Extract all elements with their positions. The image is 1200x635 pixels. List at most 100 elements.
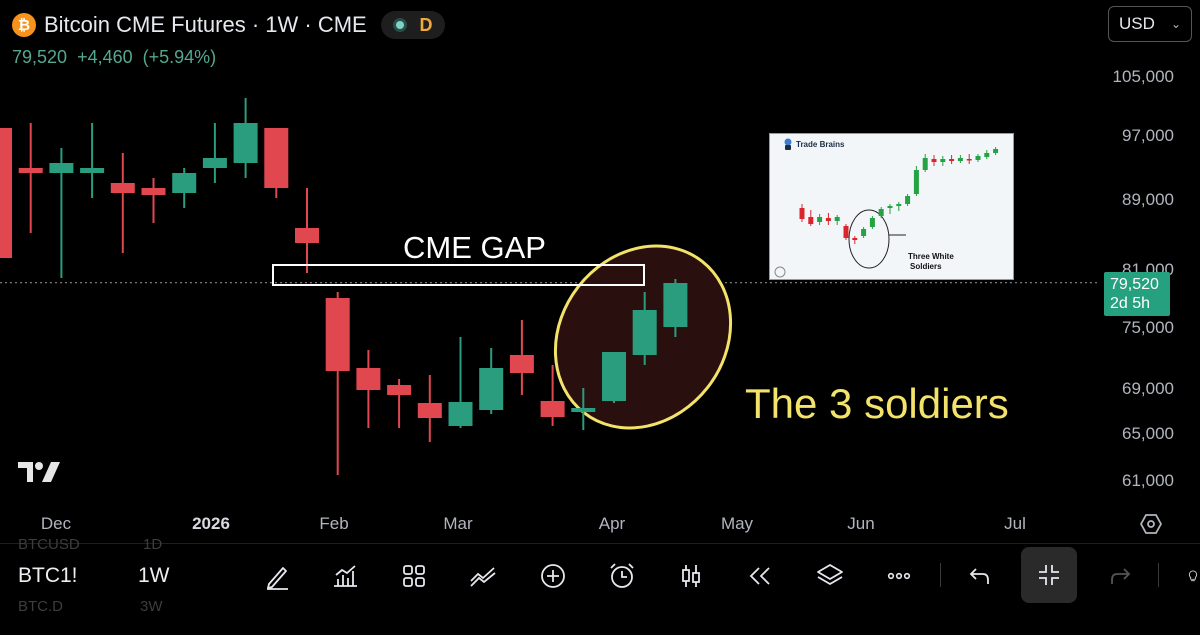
candle-body bbox=[80, 168, 105, 173]
layers-icon bbox=[817, 564, 843, 585]
data-delay-badge: D bbox=[419, 14, 433, 35]
price-tick: 89,000 bbox=[1122, 190, 1174, 209]
cme-gap-box bbox=[272, 264, 645, 286]
symbol-button[interactable]: BTC1! bbox=[18, 564, 78, 587]
candle bbox=[632, 292, 657, 365]
inset-candle bbox=[922, 154, 928, 172]
inset-candle bbox=[825, 213, 831, 225]
inset-candle bbox=[861, 227, 867, 238]
candle bbox=[110, 153, 135, 253]
ghost-watchlist-symbol: BTCUSD bbox=[18, 536, 80, 553]
inset-candle bbox=[957, 155, 963, 163]
candle-body bbox=[202, 158, 227, 168]
market-open-dot-icon bbox=[392, 18, 407, 32]
time-tick: Feb bbox=[319, 514, 349, 533]
inset-candle bbox=[878, 207, 884, 218]
time-tick: 2026 bbox=[192, 514, 230, 533]
time-tick: Apr bbox=[598, 514, 626, 533]
candle-body bbox=[110, 183, 135, 193]
candle-body bbox=[448, 402, 473, 426]
candle-body bbox=[0, 128, 12, 258]
tradingview-logo-icon bbox=[18, 462, 60, 482]
candle bbox=[417, 375, 442, 442]
candle-body bbox=[417, 403, 442, 418]
candle-body bbox=[571, 408, 596, 412]
three-soldiers-label: The 3 soldiers bbox=[745, 380, 1009, 427]
candle-body bbox=[325, 298, 350, 371]
price-tick: 105,000 bbox=[1112, 67, 1174, 86]
layers-button[interactable] bbox=[810, 556, 850, 596]
inset-candle bbox=[896, 202, 902, 211]
price-chart[interactable] bbox=[0, 0, 1200, 545]
candle-body bbox=[233, 123, 258, 163]
candle bbox=[479, 348, 504, 414]
inset-candle bbox=[799, 204, 805, 222]
last-price-tag-value: 79,520 bbox=[1110, 276, 1159, 293]
add-button[interactable] bbox=[533, 556, 573, 596]
inset-candle bbox=[984, 150, 990, 159]
more-icon bbox=[887, 572, 911, 580]
candle-body bbox=[479, 368, 504, 410]
candle-type-icon bbox=[682, 565, 700, 587]
chart-header: ₿ Bitcoin CME Futures · 1W · CME D bbox=[12, 10, 445, 40]
trade-brains-logo-icon bbox=[784, 138, 792, 150]
inset-pattern-note: Three White Soldiers bbox=[908, 252, 954, 272]
draw-tool-button[interactable] bbox=[257, 556, 297, 596]
indicators-button[interactable] bbox=[325, 556, 365, 596]
chart-type-button[interactable] bbox=[671, 556, 711, 596]
undo-icon bbox=[969, 568, 989, 584]
inset-note-line: Soldiers bbox=[910, 262, 942, 271]
cme-gap-label: CME GAP bbox=[403, 230, 546, 265]
indicators-icon bbox=[334, 565, 357, 587]
compare-icon bbox=[470, 567, 496, 587]
last-price: 79,520 bbox=[12, 47, 68, 67]
candle-body bbox=[387, 385, 412, 395]
candle bbox=[202, 123, 227, 183]
inset-candle bbox=[808, 210, 814, 226]
replay-button[interactable] bbox=[740, 556, 780, 596]
price-tick: 69,000 bbox=[1122, 379, 1174, 398]
candle bbox=[602, 352, 626, 403]
undo-button[interactable] bbox=[960, 556, 1000, 596]
inset-candle bbox=[834, 215, 840, 225]
inset-candle bbox=[940, 156, 946, 166]
ghost-watchlist-interval: 1D bbox=[143, 536, 163, 553]
toolbar-separator bbox=[940, 563, 941, 587]
candle-body bbox=[663, 283, 688, 327]
ideas-button[interactable] bbox=[1176, 556, 1200, 596]
layouts-button[interactable] bbox=[394, 556, 434, 596]
candle-body bbox=[295, 228, 319, 243]
interval-button[interactable]: 1W bbox=[138, 564, 170, 587]
three-white-soldiers-inset: Trade Brains Three White Soldiers bbox=[769, 133, 1014, 280]
price-tick: 65,000 bbox=[1122, 424, 1174, 443]
inset-highlight-ellipse bbox=[848, 209, 890, 269]
candle bbox=[18, 123, 43, 233]
price-change: +4,460 bbox=[77, 47, 133, 67]
chart-settings-hexagon-icon[interactable] bbox=[1140, 513, 1162, 535]
price-tick: 61,000 bbox=[1122, 471, 1174, 490]
lens-icon bbox=[774, 266, 786, 278]
candle bbox=[141, 178, 166, 223]
market-status-pill[interactable]: D bbox=[380, 11, 445, 39]
candle bbox=[663, 279, 688, 337]
candle bbox=[0, 128, 12, 258]
bar-countdown: 2d 5h bbox=[1110, 295, 1151, 312]
lightbulb-icon bbox=[1188, 570, 1198, 582]
redo-button[interactable] bbox=[1100, 556, 1140, 596]
draw-tool-icon bbox=[267, 567, 288, 590]
currency-value: USD bbox=[1119, 14, 1155, 33]
inset-candle bbox=[843, 224, 849, 240]
candle-body bbox=[172, 173, 197, 193]
candle-body bbox=[49, 163, 74, 173]
currency-select[interactable]: USD ⌄ bbox=[1108, 6, 1192, 42]
collapse-button[interactable] bbox=[1021, 547, 1077, 603]
more-button[interactable] bbox=[879, 556, 919, 596]
compare-button[interactable] bbox=[463, 556, 503, 596]
price-change-percent: (+5.94%) bbox=[142, 47, 217, 67]
candle-body bbox=[141, 188, 166, 195]
replay-icon bbox=[749, 567, 770, 585]
quote-line: 79,520 +4,460 (+5.94%) bbox=[12, 47, 216, 68]
candle bbox=[571, 388, 596, 430]
alert-button[interactable] bbox=[602, 556, 642, 596]
symbol-title[interactable]: Bitcoin CME Futures · 1W · CME bbox=[44, 12, 367, 37]
